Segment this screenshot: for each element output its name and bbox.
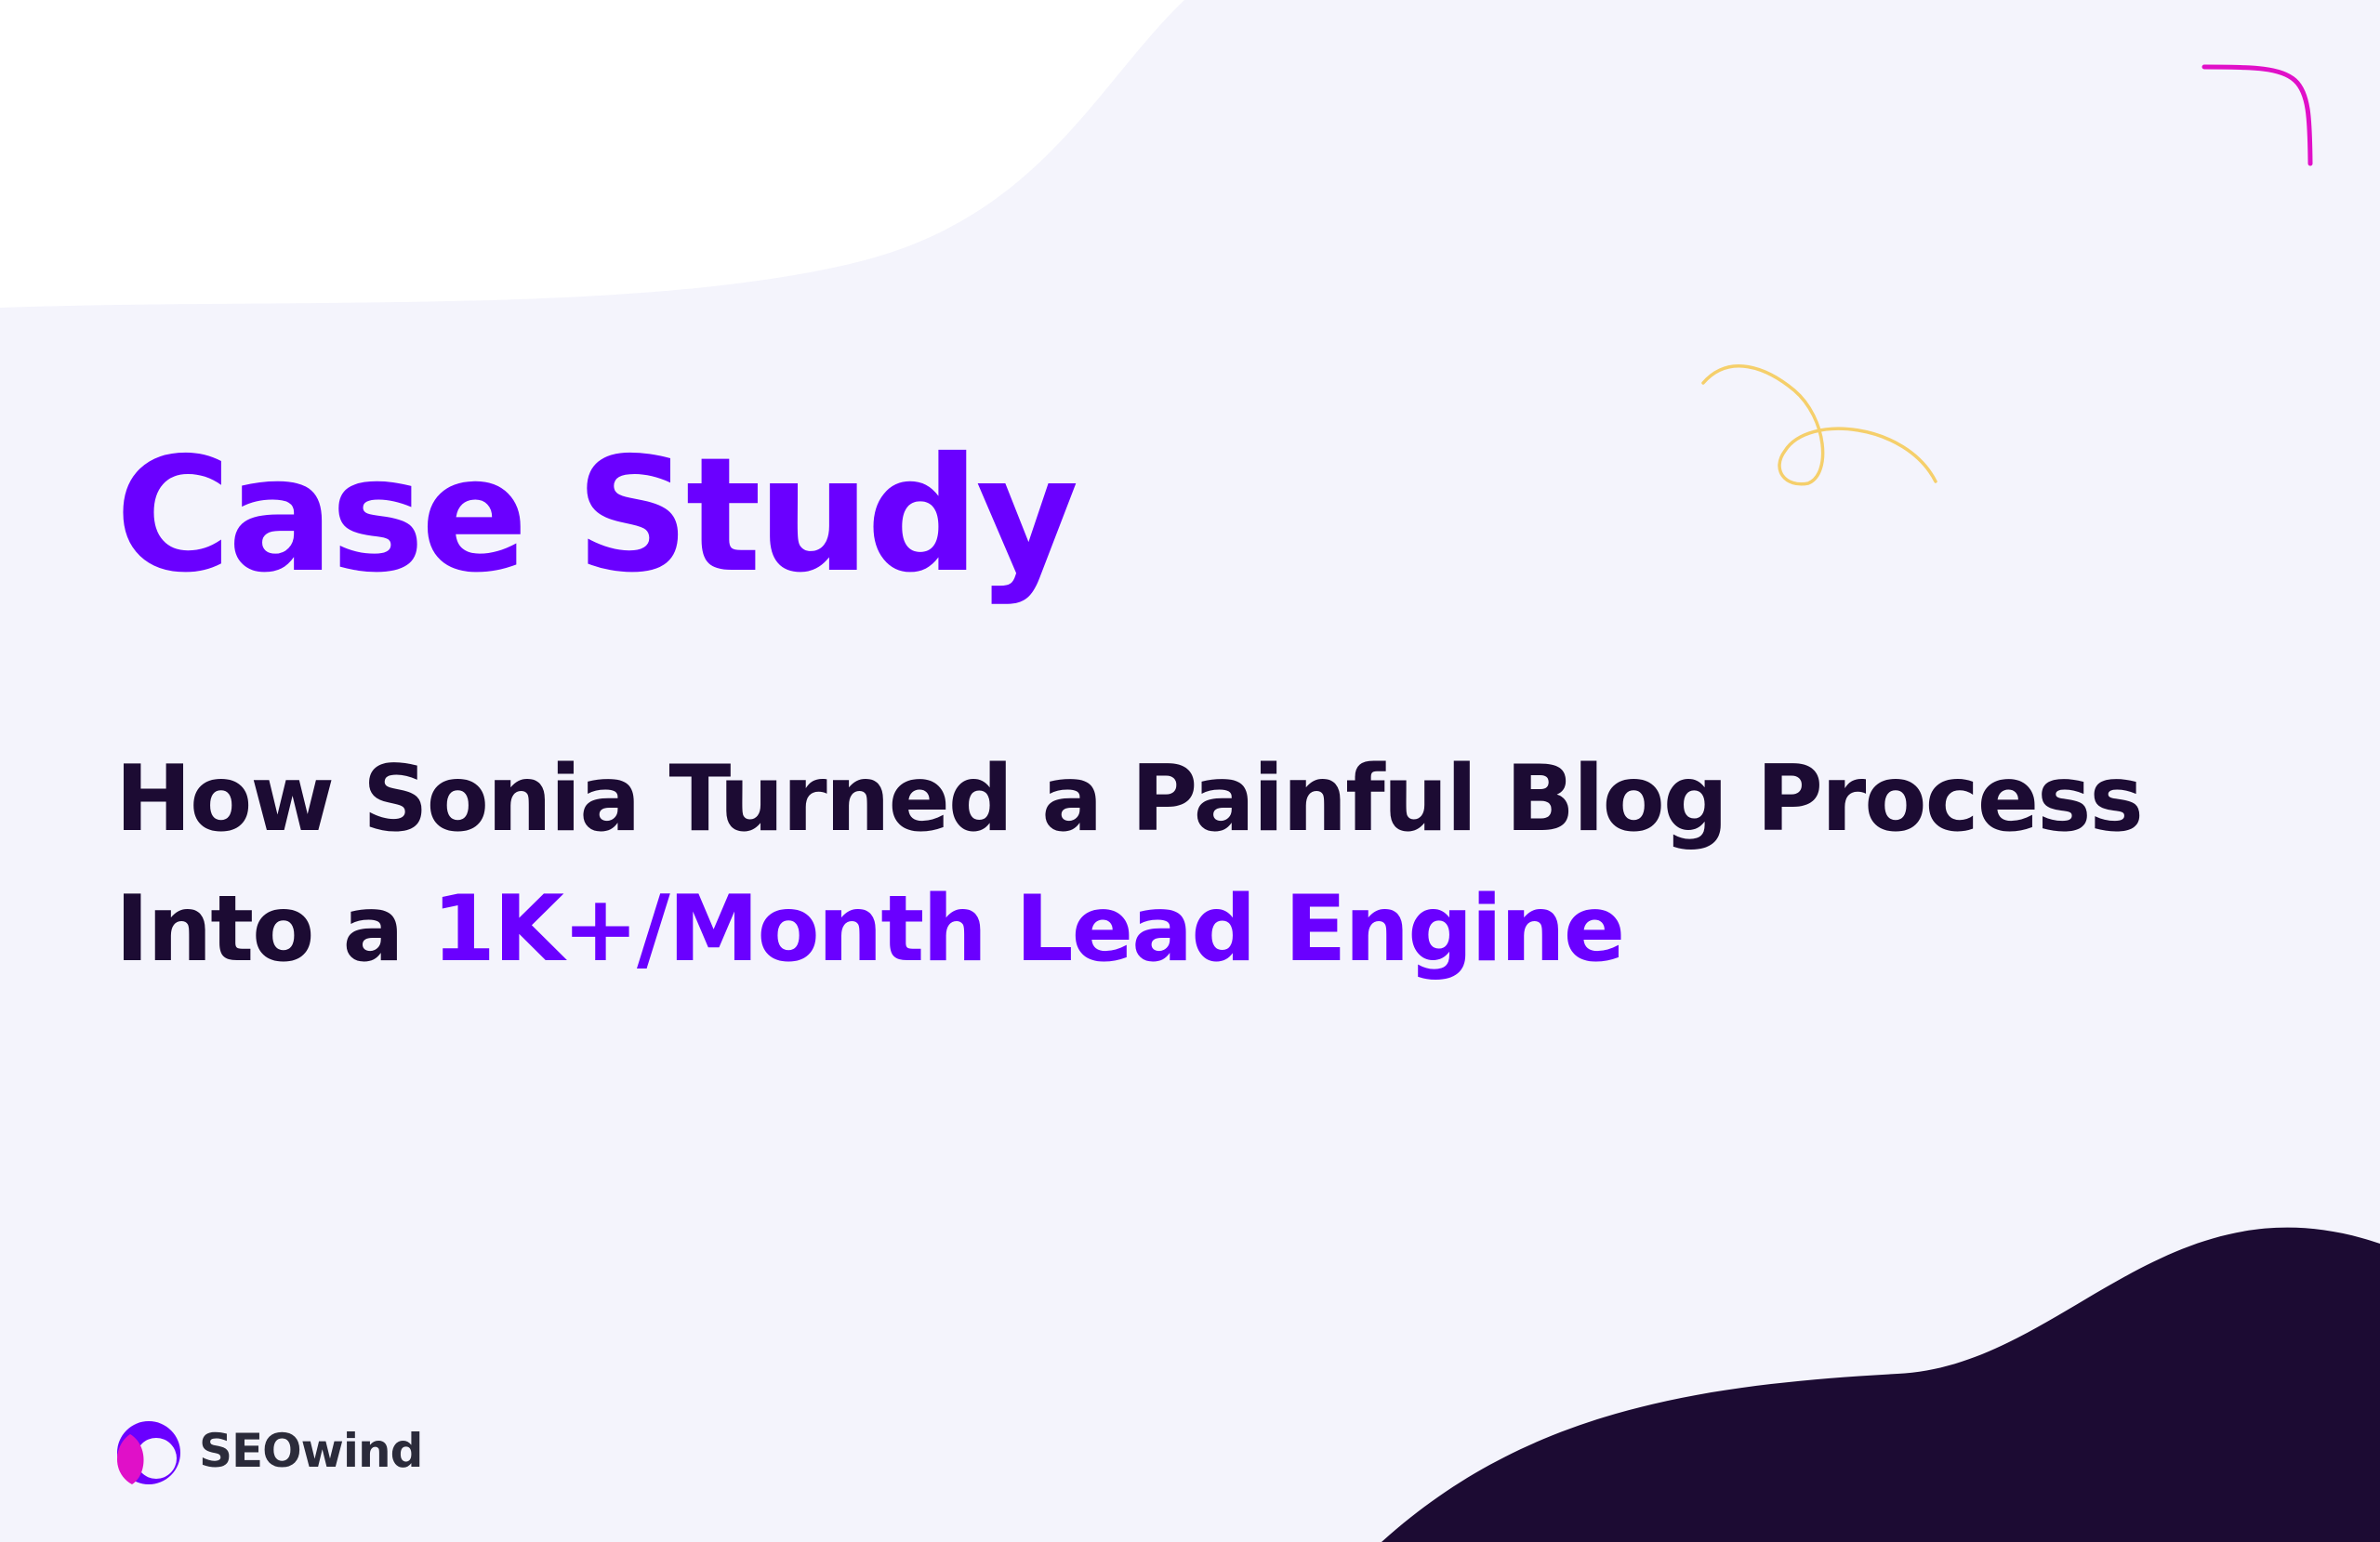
headline-line1: How Sonia Turned a Painful Blog Process <box>115 746 2144 852</box>
headline-highlight: 1K+/Month Lead Engine <box>431 876 1625 982</box>
logo-text: SEOwind <box>199 1424 423 1478</box>
logo: SEOwind <box>112 1417 423 1484</box>
logo-icon <box>117 1421 180 1484</box>
headline: How Sonia Turned a Painful Blog Process … <box>115 734 2144 995</box>
squiggle <box>1701 364 1937 486</box>
logo-cutout <box>136 1438 177 1479</box>
headline-line2-prefix: Into a <box>115 876 404 982</box>
dark-blob <box>1382 1227 2380 1542</box>
white-blob <box>0 0 1184 308</box>
corner-line <box>2202 64 2313 166</box>
eyebrow-title: Case Study <box>115 424 1078 608</box>
logo-leaf <box>117 1434 144 1484</box>
